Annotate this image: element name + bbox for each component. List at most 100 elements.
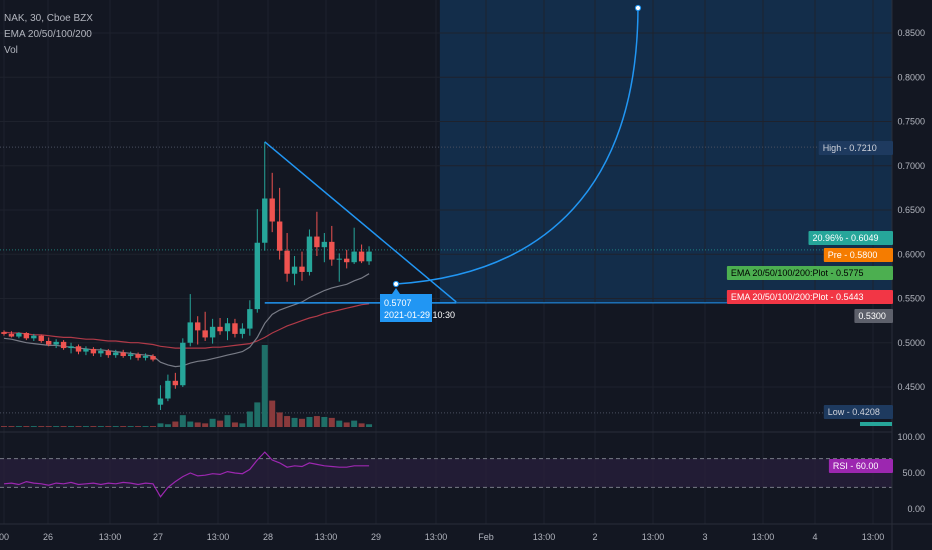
candle[interactable] xyxy=(83,346,89,356)
candle[interactable] xyxy=(150,354,156,362)
candle[interactable] xyxy=(142,353,149,361)
candle-layer[interactable] xyxy=(1,141,372,411)
candle[interactable] xyxy=(224,317,231,341)
drawings-layer[interactable]: 0.5707 2021-01-29 10:30 xyxy=(264,4,892,322)
candle-body xyxy=(172,380,179,386)
candle[interactable] xyxy=(16,332,22,339)
candle[interactable] xyxy=(60,340,67,350)
volume-bar xyxy=(127,426,134,427)
candle[interactable] xyxy=(306,229,313,276)
rsi-tick-label: 50.00 xyxy=(902,468,925,478)
candle[interactable] xyxy=(135,352,141,361)
candle-body xyxy=(336,258,342,260)
candle[interactable] xyxy=(53,339,59,349)
candle-body xyxy=(351,251,357,263)
candle[interactable] xyxy=(247,300,253,336)
candle[interactable] xyxy=(46,337,52,347)
candle[interactable] xyxy=(344,249,350,269)
candle[interactable] xyxy=(105,348,111,358)
candle[interactable] xyxy=(38,334,44,343)
time-tick-label: 29 xyxy=(371,532,381,542)
candle[interactable] xyxy=(284,233,290,282)
candle[interactable] xyxy=(351,227,357,264)
candle[interactable] xyxy=(180,338,186,387)
candle-body xyxy=(53,341,59,345)
candle[interactable] xyxy=(336,253,342,282)
candle[interactable] xyxy=(217,317,223,335)
projection-arc[interactable] xyxy=(395,5,639,285)
drawing-label-price: 0.5707 xyxy=(384,298,412,308)
symbol-legend[interactable]: NAK, 30, Cboe BZX xyxy=(4,13,93,24)
candle[interactable] xyxy=(187,294,193,347)
candle[interactable] xyxy=(314,211,320,257)
candle-body xyxy=(1,332,7,334)
candle[interactable] xyxy=(31,333,37,341)
candle[interactable] xyxy=(68,342,74,354)
candle[interactable] xyxy=(127,351,134,360)
volume-bar xyxy=(246,411,253,427)
candle[interactable] xyxy=(209,318,216,344)
candle[interactable] xyxy=(269,172,275,233)
rsi-line xyxy=(3,451,370,498)
price-tick-label: 0.6500 xyxy=(897,205,925,215)
candle-body xyxy=(217,326,223,332)
ema-legend[interactable]: EMA 20/50/100/200 xyxy=(4,29,92,40)
time-tick-label: 00 xyxy=(0,532,9,542)
candle[interactable] xyxy=(232,318,238,338)
price-tag-text: Pre - 0.5800 xyxy=(828,250,878,260)
candle[interactable] xyxy=(113,349,119,358)
volume-bar xyxy=(261,345,268,427)
candle[interactable] xyxy=(120,349,126,358)
candle[interactable] xyxy=(329,225,335,266)
descending-trendline[interactable] xyxy=(264,141,457,303)
candle-body xyxy=(224,323,231,332)
candle[interactable] xyxy=(98,348,104,357)
volume-bar xyxy=(284,416,291,427)
rsi-pane xyxy=(0,431,892,498)
candle[interactable] xyxy=(276,187,283,260)
candle[interactable] xyxy=(358,244,365,264)
time-tick-label: 26 xyxy=(43,532,53,542)
volume-bar xyxy=(313,416,320,427)
candle[interactable] xyxy=(23,332,30,341)
volume-bar xyxy=(336,420,343,427)
volume-bar xyxy=(8,426,15,427)
candle[interactable] xyxy=(366,246,372,265)
candle-body xyxy=(344,258,350,263)
last-volume-marker xyxy=(860,422,892,426)
volume-bar xyxy=(224,415,231,427)
candle[interactable] xyxy=(75,344,82,355)
candle[interactable] xyxy=(157,385,164,411)
candle-body xyxy=(31,335,37,339)
drawing-label-box[interactable] xyxy=(380,288,432,322)
candle-body xyxy=(46,340,52,345)
volume-bar xyxy=(112,426,119,427)
candle[interactable] xyxy=(1,330,7,336)
candle[interactable] xyxy=(321,233,328,263)
candle[interactable] xyxy=(262,141,268,251)
candle[interactable] xyxy=(8,331,15,338)
volume-bar xyxy=(239,423,246,427)
candle[interactable] xyxy=(90,347,97,357)
candle[interactable] xyxy=(172,372,179,389)
candle[interactable] xyxy=(254,209,260,313)
candle[interactable] xyxy=(299,251,305,281)
candle[interactable] xyxy=(195,316,201,345)
candle-body xyxy=(306,236,313,272)
time-tick-label: Feb xyxy=(478,532,494,542)
time-tick-label: 28 xyxy=(263,532,273,542)
price-tag: 20.96% - 0.6049 xyxy=(808,231,893,245)
candle-body xyxy=(291,266,298,274)
volume-bar xyxy=(150,426,156,427)
candle[interactable] xyxy=(291,256,298,286)
candle[interactable] xyxy=(202,311,208,341)
volume-bar xyxy=(23,426,30,427)
projection-start-point[interactable] xyxy=(392,280,400,288)
volume-legend[interactable]: Vol xyxy=(4,45,18,56)
candle[interactable] xyxy=(165,374,171,402)
price-tag-text: Low - 0.4208 xyxy=(828,407,880,417)
projection-end-point[interactable] xyxy=(634,4,642,12)
candle[interactable] xyxy=(239,323,246,339)
price-tag-text: 20.96% - 0.6049 xyxy=(813,233,879,243)
